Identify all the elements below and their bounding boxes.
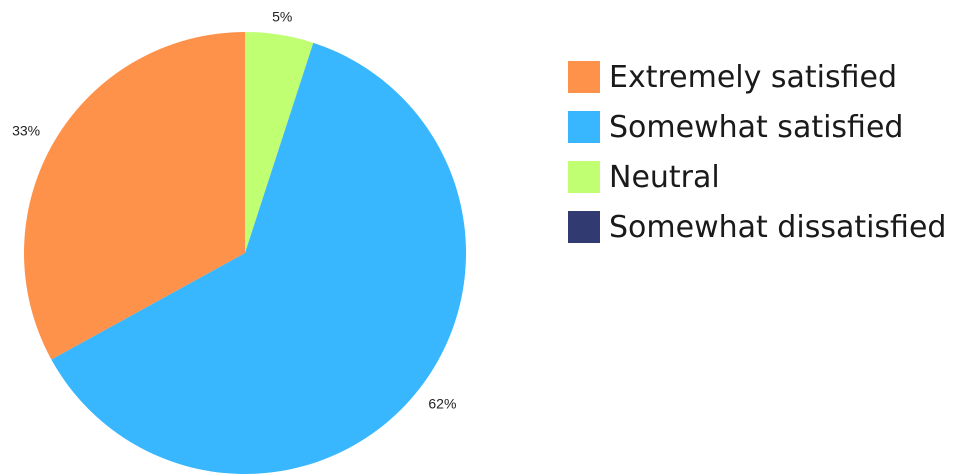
legend-swatch-neutral [568,161,600,193]
pie-slice-somewhat-satisfied [51,42,466,474]
legend-item-somewhat-satisfied: Somewhat satisfied [568,102,946,152]
legend-swatch-extremely-satisfied [568,61,600,93]
legend-swatch-somewhat-dissatisfied [568,211,600,243]
legend-item-somewhat-dissatisfied: Somewhat dissatisfied [568,202,946,252]
legend-item-neutral: Neutral [568,152,946,202]
pie-slices [24,32,466,474]
legend-swatch-somewhat-satisfied [568,111,600,143]
legend-label-neutral: Neutral [609,159,720,195]
pie-label-somewhat-satisfied: 62% [428,395,456,411]
legend-label-extremely-satisfied: Extremely satisfied [609,59,898,95]
pie-value-labels: 5% 62% 33% [12,9,456,412]
chart-legend: Extremely satisfied Somewhat satisfied N… [568,52,946,252]
legend-item-extremely-satisfied: Extremely satisfied [568,52,946,102]
pie-slice-neutral [245,32,314,253]
pie-label-extremely-satisfied: 33% [12,123,40,139]
legend-label-somewhat-satisfied: Somewhat satisfied [609,109,904,145]
pie-label-neutral: 5% [272,9,292,25]
legend-label-somewhat-dissatisfied: Somewhat dissatisfied [609,209,947,245]
pie-slice-extremely-satisfied [24,32,246,360]
